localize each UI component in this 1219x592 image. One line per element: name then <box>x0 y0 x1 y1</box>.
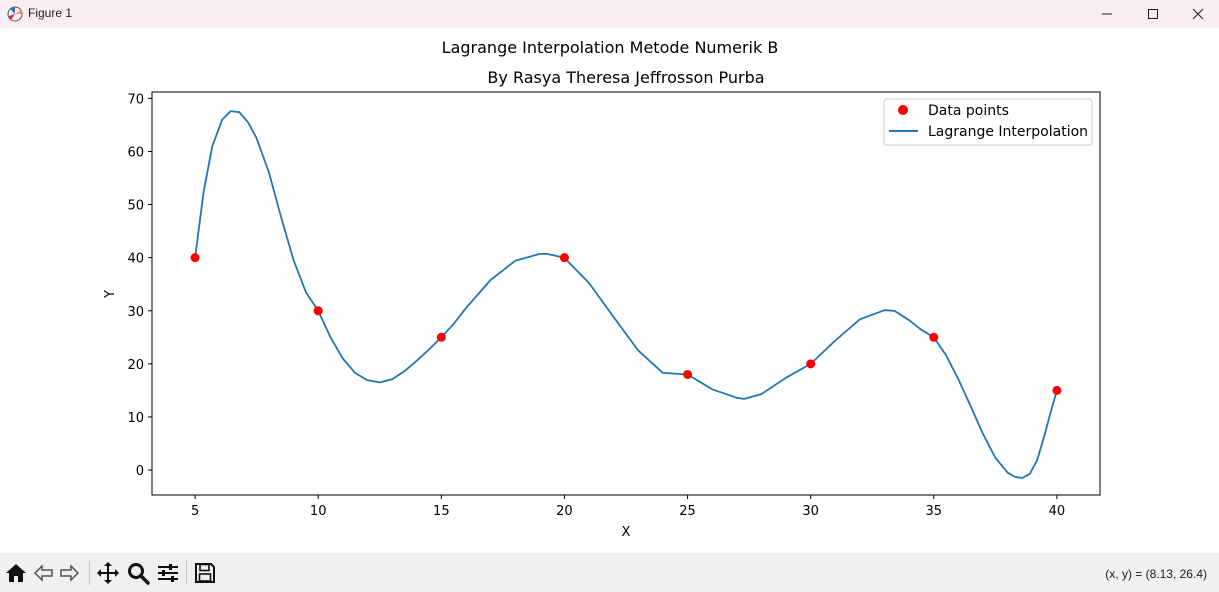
lagrange-interpolation-line <box>194 110 1058 479</box>
title-bar: Figure 1 <box>0 0 1219 28</box>
home-icon <box>6 564 26 582</box>
data-point <box>436 332 446 342</box>
chart-subtitle: By Rasya Theresa Jeffrosson Purba <box>487 68 764 87</box>
plot-area-frame <box>151 91 1101 496</box>
data-point <box>559 253 569 263</box>
maximize-icon <box>1148 9 1158 19</box>
toolbar-separator <box>186 561 187 585</box>
data-point <box>683 369 693 379</box>
data-point <box>806 359 816 369</box>
data-point <box>190 253 200 263</box>
close-button[interactable] <box>1175 0 1219 28</box>
y-axis-label: Y <box>103 290 118 299</box>
maximize-button[interactable] <box>1130 0 1176 28</box>
x-tick-label: 30 <box>802 504 819 519</box>
y-tick-label: 40 <box>127 252 144 267</box>
x-tick-label: 10 <box>310 504 327 519</box>
y-tick-label: 30 <box>127 305 144 320</box>
app-icon <box>7 6 23 22</box>
home-button[interactable] <box>4 561 28 585</box>
data-point <box>1052 385 1062 395</box>
move-icon <box>97 562 119 584</box>
chart: Lagrange Interpolation Metode Numerik B … <box>103 38 1101 540</box>
chart-title: Lagrange Interpolation Metode Numerik B <box>442 38 779 57</box>
legend-label-lagrange: Lagrange Interpolation <box>928 124 1088 140</box>
close-icon <box>1192 8 1204 20</box>
zoom-icon <box>128 563 150 585</box>
minimize-button[interactable] <box>1084 0 1130 28</box>
x-axis: 5 10 15 20 25 30 35 40 <box>191 495 1065 519</box>
y-tick-label: 20 <box>127 358 144 373</box>
forward-arrow-icon <box>60 564 80 582</box>
configure-subplots-button[interactable] <box>156 561 180 585</box>
back-button[interactable] <box>31 561 55 585</box>
legend-marker-data-points <box>898 105 908 115</box>
y-tick-label: 10 <box>127 411 144 426</box>
forward-button[interactable] <box>58 561 82 585</box>
legend-box <box>883 98 1093 146</box>
x-tick-label: 15 <box>433 504 450 519</box>
x-tick-label: 20 <box>556 504 573 519</box>
series-layer <box>190 110 1062 479</box>
toolbar-separator <box>89 561 90 585</box>
cursor-coordinates: (x, y) = (8.13, 26.4) <box>1105 567 1207 581</box>
data-point <box>929 332 939 342</box>
y-axis: 0 10 20 30 40 50 60 70 <box>127 92 152 479</box>
x-axis-label: X <box>622 525 631 540</box>
x-tick-label: 35 <box>926 504 943 519</box>
minimize-icon <box>1102 13 1112 15</box>
y-tick-label: 70 <box>127 92 144 107</box>
navigation-toolbar: (x, y) = (8.13, 26.4) <box>0 553 1219 592</box>
x-tick-label: 25 <box>679 504 696 519</box>
data-point <box>313 306 323 316</box>
pan-button[interactable] <box>96 561 120 585</box>
x-tick-label: 5 <box>191 504 199 519</box>
figure-canvas[interactable]: Lagrange Interpolation Metode Numerik B … <box>0 28 1219 553</box>
window-title: Figure 1 <box>28 6 73 20</box>
back-arrow-icon <box>33 564 53 582</box>
save-icon <box>195 563 215 583</box>
legend: Data points Lagrange Interpolation <box>883 98 1093 146</box>
legend-label-data-points: Data points <box>928 103 1009 119</box>
x-tick-label: 40 <box>1049 504 1066 519</box>
y-tick-label: 60 <box>127 145 144 160</box>
save-button[interactable] <box>193 561 217 585</box>
sliders-icon <box>158 564 178 582</box>
y-tick-label: 50 <box>127 199 144 214</box>
y-tick-label: 0 <box>136 464 144 479</box>
zoom-button[interactable] <box>126 561 150 585</box>
